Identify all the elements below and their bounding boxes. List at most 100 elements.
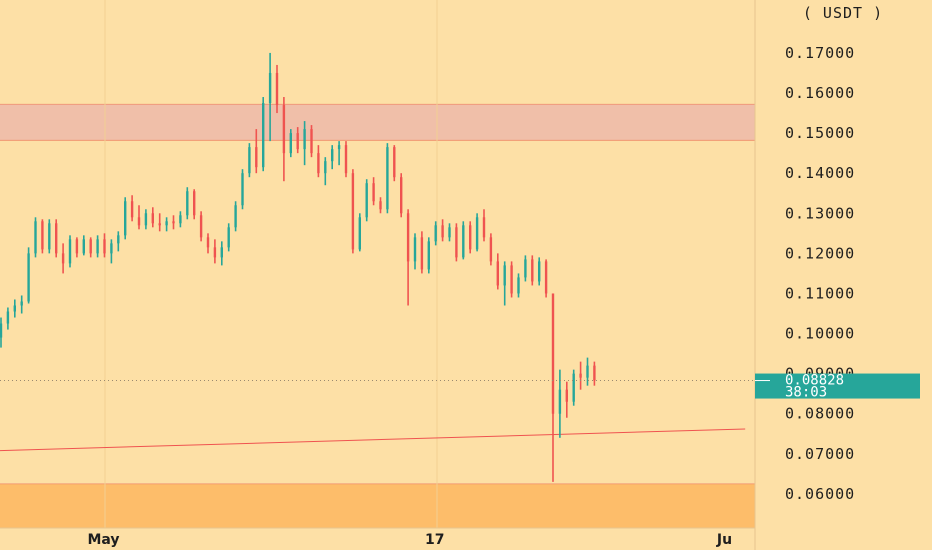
- unit-selector[interactable]: ( USDT ): [803, 4, 883, 22]
- candle[interactable]: [365, 179, 368, 222]
- candle[interactable]: [331, 145, 334, 170]
- candle[interactable]: [158, 213, 161, 232]
- candle-body: [255, 147, 258, 168]
- candle[interactable]: [27, 247, 30, 304]
- candle[interactable]: [337, 141, 341, 166]
- candle[interactable]: [117, 231, 120, 252]
- candle[interactable]: [103, 233, 106, 258]
- candle[interactable]: [179, 211, 182, 228]
- candle-body: [34, 221, 37, 254]
- candle[interactable]: [565, 381, 568, 418]
- candle[interactable]: [358, 213, 361, 252]
- candle[interactable]: [379, 197, 382, 214]
- candle[interactable]: [413, 233, 417, 270]
- candle[interactable]: [586, 357, 589, 386]
- candle[interactable]: [0, 317, 3, 348]
- support-zone[interactable]: [0, 483, 755, 528]
- candle[interactable]: [324, 157, 327, 186]
- candle[interactable]: [110, 239, 113, 264]
- candle[interactable]: [310, 125, 313, 158]
- price-axis[interactable]: 0.17000 0.16000 0.15000 0.14000 0.13000 0.120…: [785, 44, 855, 503]
- candle[interactable]: [124, 197, 127, 240]
- candle[interactable]: [137, 205, 141, 230]
- candle[interactable]: [434, 221, 437, 246]
- candle[interactable]: [517, 273, 520, 298]
- unit-label[interactable]: ( USDT ): [803, 4, 883, 22]
- candle[interactable]: [248, 143, 251, 178]
- candle[interactable]: [151, 207, 154, 228]
- candle[interactable]: [503, 261, 506, 306]
- candle[interactable]: [393, 145, 396, 182]
- candle[interactable]: [489, 233, 493, 266]
- candle[interactable]: [275, 64, 279, 114]
- candle-body: [386, 147, 389, 210]
- candle[interactable]: [289, 129, 292, 158]
- candle[interactable]: [206, 233, 210, 254]
- candle[interactable]: [61, 243, 65, 274]
- candle[interactable]: [144, 209, 148, 230]
- candle[interactable]: [130, 195, 134, 222]
- candle[interactable]: [524, 255, 527, 282]
- candle[interactable]: [469, 221, 472, 254]
- candle-body: [365, 183, 368, 218]
- candle[interactable]: [48, 219, 51, 254]
- candle[interactable]: [572, 369, 575, 406]
- candle[interactable]: [351, 169, 355, 254]
- candle[interactable]: [82, 235, 85, 256]
- candle[interactable]: [420, 231, 424, 274]
- candle[interactable]: [165, 217, 168, 232]
- candle[interactable]: [193, 189, 196, 220]
- candle[interactable]: [579, 361, 582, 390]
- trendline[interactable]: [0, 428, 746, 452]
- candle[interactable]: [344, 141, 348, 178]
- candle[interactable]: [303, 121, 306, 166]
- candle[interactable]: [20, 295, 23, 314]
- candle[interactable]: [241, 169, 244, 210]
- candle[interactable]: [41, 219, 44, 254]
- candle[interactable]: [510, 261, 513, 298]
- resistance-zone[interactable]: [0, 104, 755, 141]
- candle[interactable]: [227, 223, 230, 252]
- candle[interactable]: [406, 209, 410, 306]
- candle[interactable]: [441, 219, 444, 242]
- candle[interactable]: [531, 255, 534, 286]
- candle[interactable]: [199, 211, 203, 242]
- time-axis[interactable]: May 17 Ju: [87, 532, 732, 548]
- candle[interactable]: [89, 237, 92, 258]
- candle[interactable]: [317, 145, 320, 178]
- candle[interactable]: [282, 97, 286, 182]
- candle[interactable]: [186, 187, 189, 220]
- candle[interactable]: [55, 219, 58, 258]
- candle[interactable]: [13, 299, 16, 318]
- candle[interactable]: [482, 209, 486, 242]
- candle[interactable]: [34, 217, 37, 258]
- candle[interactable]: [427, 237, 430, 274]
- candle[interactable]: [372, 177, 375, 206]
- candle[interactable]: [448, 223, 451, 242]
- candle[interactable]: [551, 293, 555, 482]
- candle[interactable]: [455, 223, 458, 262]
- candle[interactable]: [268, 52, 272, 142]
- candle[interactable]: [462, 221, 465, 260]
- candle[interactable]: [296, 127, 299, 154]
- candle[interactable]: [262, 97, 265, 172]
- candle[interactable]: [220, 241, 223, 266]
- candle[interactable]: [213, 239, 217, 264]
- candle[interactable]: [558, 369, 562, 438]
- candle[interactable]: [75, 237, 79, 258]
- candle[interactable]: [400, 173, 403, 218]
- candle[interactable]: [386, 143, 389, 214]
- candle[interactable]: [68, 235, 72, 268]
- candle[interactable]: [593, 361, 596, 386]
- candle[interactable]: [6, 307, 10, 330]
- candle[interactable]: [544, 259, 548, 298]
- candle[interactable]: [538, 257, 541, 286]
- candle[interactable]: [234, 201, 237, 232]
- candle[interactable]: [255, 129, 258, 174]
- candle[interactable]: [496, 253, 499, 290]
- candle[interactable]: [96, 235, 99, 258]
- candle[interactable]: [172, 215, 175, 230]
- candle[interactable]: [475, 213, 479, 252]
